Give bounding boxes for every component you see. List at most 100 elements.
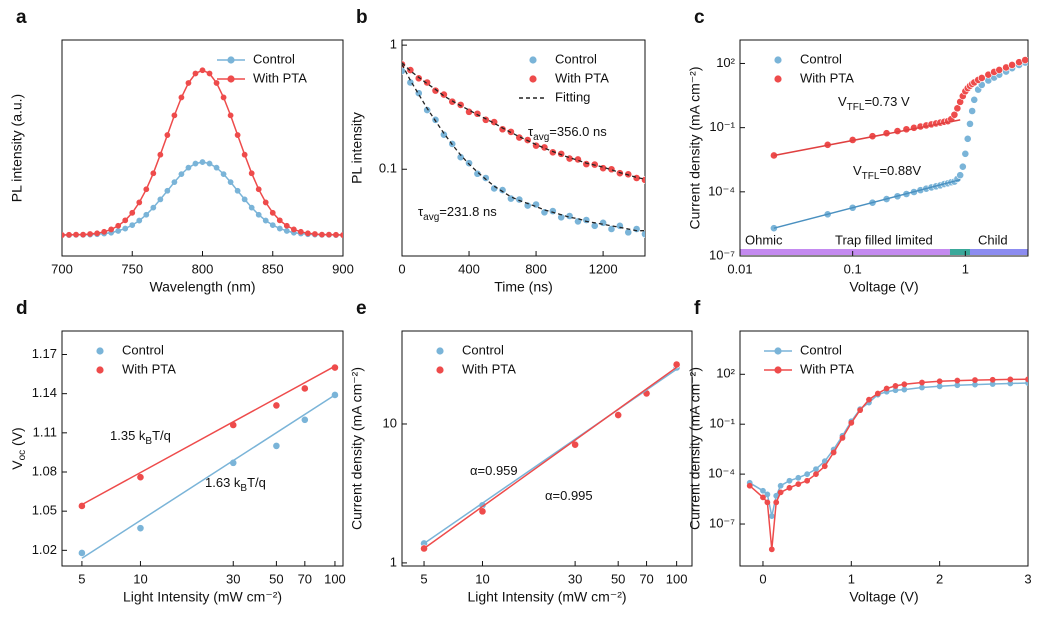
data-point xyxy=(143,211,150,218)
data-point xyxy=(108,226,115,233)
data-point xyxy=(548,148,557,157)
data-point xyxy=(171,112,178,119)
data-point xyxy=(439,90,448,99)
series-line xyxy=(62,69,343,236)
data-point xyxy=(821,463,828,470)
data-point xyxy=(498,125,507,134)
data-point xyxy=(136,473,145,482)
x-tick-label: 100 xyxy=(666,571,688,586)
data-point xyxy=(523,201,532,210)
data-point xyxy=(227,112,234,119)
x-axis-title: Voltage (V) xyxy=(849,589,918,605)
region-band xyxy=(969,249,1028,255)
y-tick-label: 1.14 xyxy=(32,385,57,400)
data-point xyxy=(498,186,507,194)
y-tick-label: 1.11 xyxy=(33,424,57,439)
x-axis-title: Wavelength (nm) xyxy=(149,279,255,295)
data-point xyxy=(178,94,185,101)
data-point xyxy=(136,524,145,533)
data-point xyxy=(255,211,262,218)
x-tick-label: 30 xyxy=(226,571,240,586)
data-point xyxy=(164,132,171,138)
data-point xyxy=(883,385,890,392)
data-point xyxy=(66,231,72,238)
x-tick-label: 750 xyxy=(121,261,143,276)
text-part: α=0.995 xyxy=(545,488,593,503)
legend-label: Control xyxy=(122,342,164,357)
data-point xyxy=(614,411,623,419)
y-axis-title: Current density (mA cm⁻²) xyxy=(687,367,703,530)
data-point xyxy=(972,377,978,383)
subscript: B xyxy=(240,483,247,494)
y-tick-label: 1.02 xyxy=(32,542,57,557)
text-part: V xyxy=(9,460,25,470)
series-line xyxy=(749,378,1028,550)
data-point xyxy=(919,379,925,386)
legend-label: Control xyxy=(253,51,295,66)
data-point xyxy=(963,134,972,143)
x-tick-label: 1200 xyxy=(589,261,618,276)
x-tick-label: 0 xyxy=(398,261,405,276)
data-point xyxy=(540,208,549,217)
legend-marker xyxy=(227,75,235,83)
data-point xyxy=(423,78,432,87)
data-point xyxy=(950,110,959,119)
region-label: Child xyxy=(978,232,1008,247)
legend-label: Control xyxy=(800,51,842,66)
data-point xyxy=(62,232,65,238)
region-band xyxy=(949,249,970,255)
y-axis-title: Current density (mA cm⁻²) xyxy=(687,67,703,230)
data-point xyxy=(892,383,899,389)
data-point xyxy=(241,196,248,203)
data-point xyxy=(206,70,213,77)
legend-marker xyxy=(774,56,782,64)
legend-label: With PTA xyxy=(555,70,609,85)
text-part: 1.63 k xyxy=(205,475,241,490)
data-point xyxy=(786,484,793,491)
plot-area xyxy=(402,60,645,239)
data-point xyxy=(582,160,591,169)
data-point xyxy=(272,401,281,410)
legend-label: With PTA xyxy=(253,70,307,85)
text-part: α=0.959 xyxy=(470,463,518,478)
legend-label: Control xyxy=(555,51,597,66)
text-part: T/q xyxy=(247,475,266,490)
annotation: τavg=231.8 ns xyxy=(418,204,497,222)
data-point xyxy=(764,499,771,506)
data-point xyxy=(953,104,962,113)
legend-label: With PTA xyxy=(462,361,516,376)
data-point xyxy=(874,390,881,397)
data-point xyxy=(456,100,465,109)
x-tick-label: 0.1 xyxy=(844,261,862,276)
data-point xyxy=(1021,56,1028,64)
data-point xyxy=(839,435,846,441)
legend-label: With PTA xyxy=(800,70,854,85)
x-tick-label: 0.01 xyxy=(727,261,752,276)
data-point xyxy=(672,360,681,369)
plot-frame xyxy=(61,330,344,567)
x-tick-label: 800 xyxy=(192,261,214,276)
data-point xyxy=(143,186,150,193)
text-part: =231.8 ns xyxy=(439,204,497,219)
y-axis-title: PL intensity (a.u.) xyxy=(9,94,25,202)
x-tick-label: 700 xyxy=(51,261,73,276)
data-point xyxy=(340,232,343,238)
plot-area xyxy=(420,360,681,553)
y-tick-label: 10⁻⁷ xyxy=(709,515,735,530)
x-tick-label: 70 xyxy=(639,571,653,586)
data-point xyxy=(961,149,970,158)
data-point xyxy=(481,174,490,182)
region-label: Ohmic xyxy=(745,232,783,247)
data-point xyxy=(548,207,557,216)
legend-marker xyxy=(96,366,104,374)
x-tick-label: 850 xyxy=(262,261,284,276)
text-part: T/q xyxy=(152,428,171,443)
data-point xyxy=(269,222,276,229)
data-point xyxy=(970,95,979,104)
data-point xyxy=(199,67,206,74)
data-point xyxy=(227,179,234,186)
legend-marker xyxy=(96,347,104,355)
data-point xyxy=(136,199,143,206)
x-tick-label: 0 xyxy=(759,571,766,586)
